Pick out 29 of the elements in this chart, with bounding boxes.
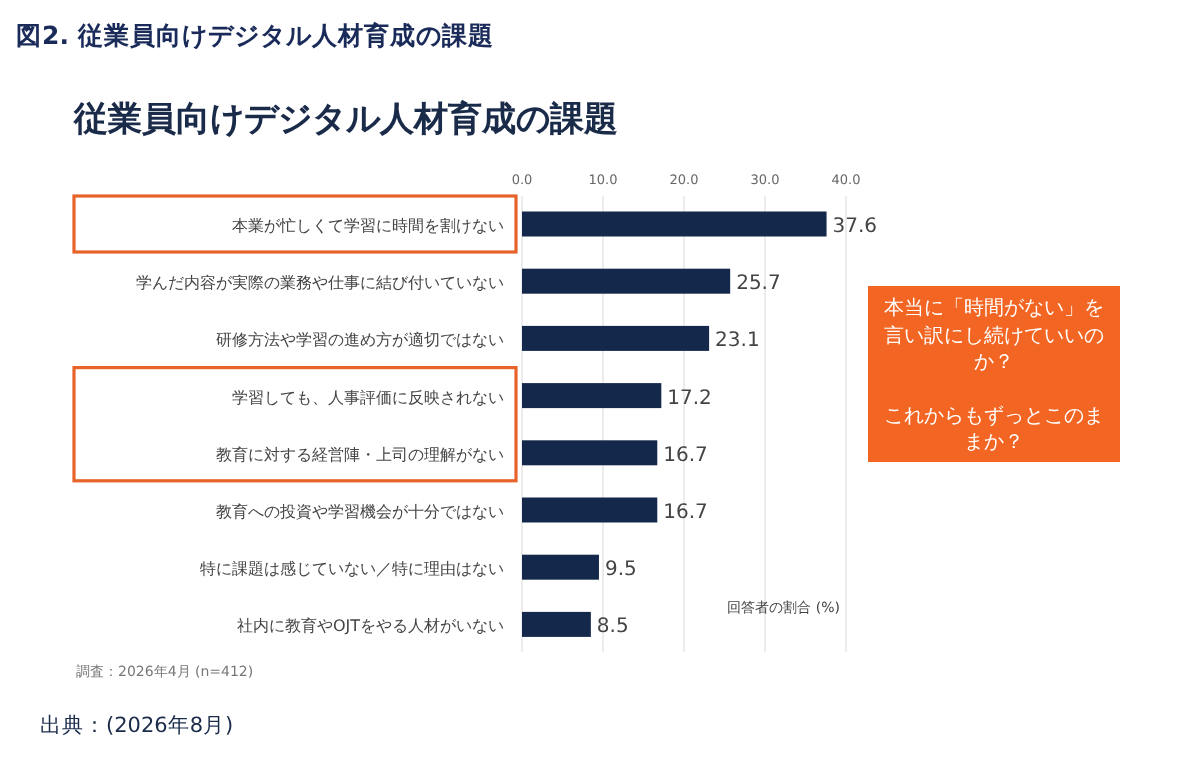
data-label: 25.7: [736, 273, 781, 296]
bar: [522, 211, 827, 237]
y-tick-label: 学んだ内容が実際の業務や仕事に結び付いていない: [136, 274, 504, 293]
y-tick-label: 特に課題は感じていない／特に理由はない: [200, 560, 504, 579]
data-label: 9.5: [604, 559, 637, 582]
data-label: 16.7: [663, 444, 708, 467]
y-tick-label: 教育に対する経営陣・上司の理解がない: [216, 445, 504, 464]
data-label: 16.7: [663, 502, 708, 524]
data-label: 8.5: [596, 616, 629, 639]
data-label: 17.2: [667, 387, 712, 410]
bar: [522, 325, 710, 351]
data-label: 37.6: [832, 216, 878, 238]
text: 図2. 従業員向けデジタル人材育成の課題: [16, 20, 494, 50]
data-label: 23.1: [715, 330, 760, 353]
y-tick-label: 教育への投資や学習機会が十分ではない: [216, 503, 504, 521]
bar: [522, 440, 658, 466]
bar: [522, 383, 662, 409]
bar: [522, 268, 731, 294]
chart-subtitle: 従業員向けデジタル人材育成の課題: [72, 98, 618, 140]
text: 本当に「時間がない」を言い訳にし続けていいのか？: [882, 296, 1106, 377]
source-note: 出典：(2026年8月): [40, 712, 234, 738]
y-tick-label: 研修方法や学習の進め方が適切ではない: [216, 331, 504, 350]
bar: [522, 497, 658, 523]
y-tick-label: 社内に教育やOJTをやる人材がいない: [236, 617, 504, 636]
bar: [522, 611, 591, 637]
bar: [522, 554, 599, 580]
text: これからもずっとこのままか？: [882, 403, 1106, 457]
y-tick-label: 本業が忙しくて学習に時間を割けない: [232, 217, 504, 235]
y-tick-label: 学習しても、人事評価に反映されない: [232, 388, 504, 407]
